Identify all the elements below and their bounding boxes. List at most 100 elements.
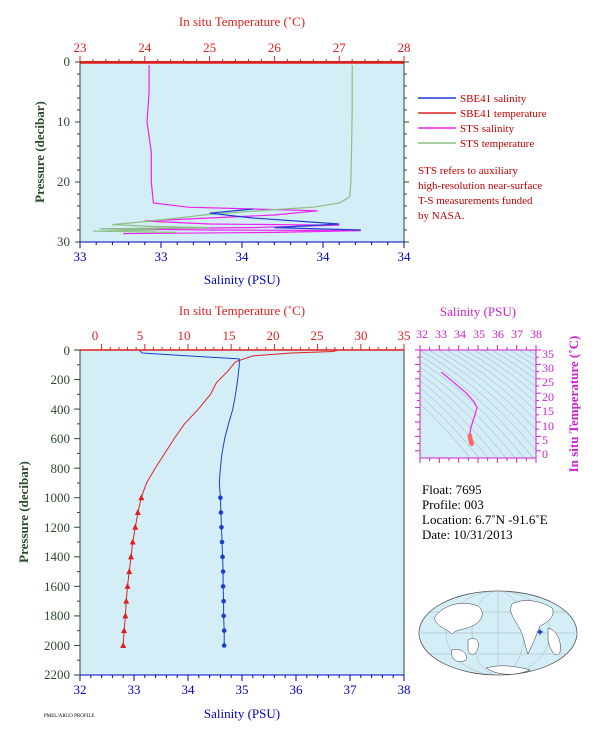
ns-top-tick-label: 27 — [333, 40, 347, 55]
ts-right-tick-label: 20 — [542, 390, 554, 404]
near-surface-series-layer — [80, 62, 404, 235]
density-contour-line — [518, 350, 536, 361]
full-profile-line-sbe41-salinity — [139, 349, 240, 646]
density-contour-line — [455, 350, 536, 412]
ts-right-axis-title: In situ Temperature (˚C) — [566, 336, 581, 473]
footer-credit: PMEL/ARGO PROFILE — [44, 714, 94, 719]
density-contour-line — [482, 350, 536, 388]
near-surface-series-sts-salinity — [101, 65, 361, 235]
fp-top-tick-label: 30 — [355, 328, 368, 343]
ts-right-tick-label: 0 — [542, 447, 548, 461]
map-land — [433, 600, 561, 675]
ns-y-axis-title: Pressure (decibar) — [32, 101, 47, 203]
ns-top-axis-title: In situ Temperature (˚C) — [179, 14, 305, 29]
float-position-marker: ✦ — [535, 627, 544, 639]
temperature-point-marker — [127, 553, 134, 560]
fp-y-tick-label: 1000 — [44, 490, 70, 505]
fp-top-tick-label: 5 — [137, 328, 144, 343]
legend-label-sts-salinity: STS salinity — [460, 123, 515, 135]
fp-bottom-tick-label: 33 — [128, 682, 141, 697]
ns-bottom-tick-label: 33 — [74, 249, 87, 264]
ts-series-layer — [440, 371, 478, 446]
ns-bottom-axis-title: Salinity (PSU) — [204, 272, 280, 287]
ns-top-tick-label: 24 — [138, 40, 152, 55]
temperature-point-marker — [121, 627, 128, 634]
fp-bottom-tick-label: 32 — [74, 682, 87, 697]
fp-bottom-tick-label: 35 — [236, 682, 249, 697]
float-info: Float: 7695 Profile: 003 Location: 6.7˚N… — [422, 482, 548, 542]
ts-right-tick-label: 30 — [542, 361, 554, 375]
fp-bottom-axis-title: Salinity (PSU) — [204, 706, 280, 721]
density-contour-line — [420, 360, 525, 458]
date: Date: 10/31/2013 — [422, 527, 513, 542]
temperature-point-marker — [123, 597, 130, 604]
density-contour-line — [509, 350, 536, 367]
ns-bottom-tick-label: 33 — [155, 249, 168, 264]
temperature-point-marker — [120, 641, 127, 648]
salinity-point-marker — [221, 628, 227, 633]
fp-top-tick-label: 15 — [223, 328, 236, 343]
temperature-point-marker — [124, 582, 131, 589]
fp-y-tick-label: 2000 — [44, 638, 70, 653]
ns-bottom-tick-label: 34 — [317, 249, 331, 264]
density-contour-line — [420, 373, 507, 458]
ts-top-axis-title: Salinity (PSU) — [440, 304, 516, 319]
legend-label-sbe-salinity: SBE41 salinity — [460, 93, 527, 105]
fp-y-tick-label: 600 — [51, 431, 71, 446]
density-contour-line — [473, 350, 536, 395]
near-surface-plot-area — [79, 61, 405, 243]
float-id: Float: 7695 — [422, 482, 482, 497]
ts-top-tick-label: 37 — [511, 327, 523, 341]
ts-top-tick-label: 36 — [492, 327, 504, 341]
ns-y-tick-label: 0 — [64, 54, 71, 69]
salinity-point-marker — [221, 613, 226, 619]
fp-y-tick-label: 800 — [51, 461, 71, 476]
ns-top-tick-label: 28 — [398, 40, 411, 55]
full-profile-plot-area — [79, 349, 405, 676]
fp-y-tick-label: 1200 — [44, 520, 70, 535]
salinity-point-marker — [220, 554, 225, 560]
fp-top-tick-label: 10 — [178, 328, 191, 343]
salinity-point-marker — [218, 510, 224, 515]
fp-bottom-tick-label: 38 — [398, 682, 411, 697]
ts-top-tick-label: 32 — [416, 327, 428, 341]
full-profile-chart: In situ Temperature (˚C) 0 5 10 15 20 25… — [16, 303, 411, 721]
salinity-point-marker — [218, 495, 223, 501]
density-contour-line — [420, 366, 516, 458]
ts-top-tick-label: 38 — [530, 327, 542, 341]
ts-right-tick-label: 35 — [542, 347, 554, 361]
density-contour-line — [420, 403, 471, 458]
fp-bottom-tick-label: 36 — [290, 682, 304, 697]
ns-tick-layer — [75, 56, 409, 248]
note-line: T-S measurements funded — [418, 195, 533, 207]
ns-bottom-tick-label: 34 — [398, 249, 412, 264]
ns-top-tick-label: 25 — [203, 40, 216, 55]
near-surface-series-sbe41-salinity — [209, 208, 361, 231]
salinity-point-marker — [219, 539, 225, 545]
density-contour-line — [464, 350, 536, 404]
salinity-point-marker — [221, 598, 226, 604]
near-surface-series-sts-temperature — [92, 65, 353, 233]
temperature-point-marker — [134, 509, 141, 515]
ns-note: STS refers to auxiliary high-resolution … — [418, 165, 542, 222]
fp-y-tick-label: 0 — [64, 343, 71, 358]
temperature-point-marker — [132, 523, 139, 530]
density-contour-line — [437, 350, 536, 431]
density-contour-line — [420, 395, 480, 458]
location: Location: 6.7˚N -91.6˚E — [422, 512, 548, 527]
ns-legend: SBE41 salinity SBE41 temperature STS sal… — [418, 93, 547, 150]
salinity-point-marker — [221, 643, 227, 648]
note-line: by NASA. — [418, 210, 465, 222]
temperature-point-marker — [126, 568, 133, 575]
fp-y-tick-label: 1800 — [44, 608, 70, 623]
ts-right-tick-label: 25 — [542, 375, 554, 389]
density-contour-line — [446, 350, 536, 421]
temperature-point-marker — [129, 538, 136, 545]
fp-y-axis-title: Pressure (decibar) — [16, 461, 31, 563]
fp-y-tick-label: 1400 — [44, 549, 70, 564]
profile-number: Profile: 003 — [422, 497, 484, 512]
near-surface-chart: 23 24 25 26 27 28 In situ Temperature (˚… — [32, 14, 547, 287]
fp-top-tick-label: 35 — [398, 328, 411, 343]
salinity-point-marker — [220, 569, 226, 574]
